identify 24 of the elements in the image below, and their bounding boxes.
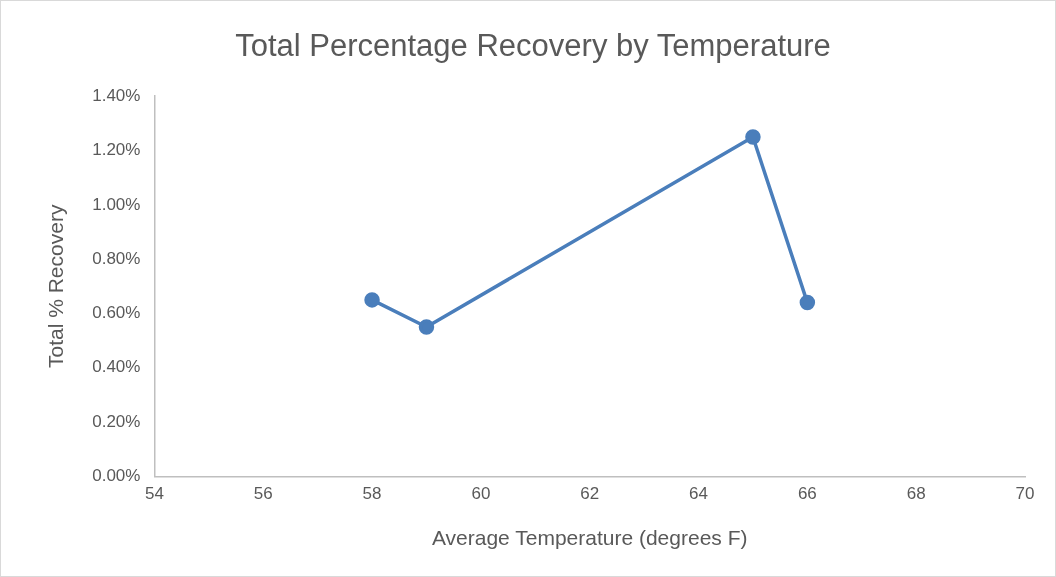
x-tick-label: 68 bbox=[906, 484, 926, 504]
x-tick-label: 54 bbox=[144, 484, 164, 504]
x-tick-label: 70 bbox=[1015, 484, 1035, 504]
y-tick-label: 0.40% bbox=[92, 357, 141, 377]
chart-title: Total Percentage Recovery by Temperature bbox=[235, 28, 831, 64]
x-axis-title: Average Temperature (degrees F) bbox=[431, 526, 748, 550]
y-tick-label: 1.00% bbox=[92, 194, 141, 214]
point bbox=[799, 294, 816, 311]
y-tick-label: 1.40% bbox=[92, 85, 141, 105]
y-tick-label: 0.60% bbox=[92, 303, 141, 323]
x-tick-label: 56 bbox=[253, 484, 273, 504]
y-tick-label: 0.00% bbox=[92, 466, 141, 486]
y-tick-label: 0.80% bbox=[92, 248, 141, 268]
x-tick-label: 66 bbox=[797, 484, 817, 504]
x-tick-label: 64 bbox=[689, 484, 708, 504]
x-tick-label: 62 bbox=[580, 484, 600, 504]
y-tick-label: 0.20% bbox=[92, 411, 141, 431]
x-tick-label: 58 bbox=[362, 484, 382, 504]
y-tick-label: 1.20% bbox=[92, 140, 141, 160]
y-axis-title: Total % Recovery bbox=[44, 204, 68, 368]
point bbox=[745, 129, 761, 145]
point bbox=[364, 292, 380, 308]
x-tick-label: 60 bbox=[471, 484, 491, 504]
point bbox=[418, 319, 435, 335]
